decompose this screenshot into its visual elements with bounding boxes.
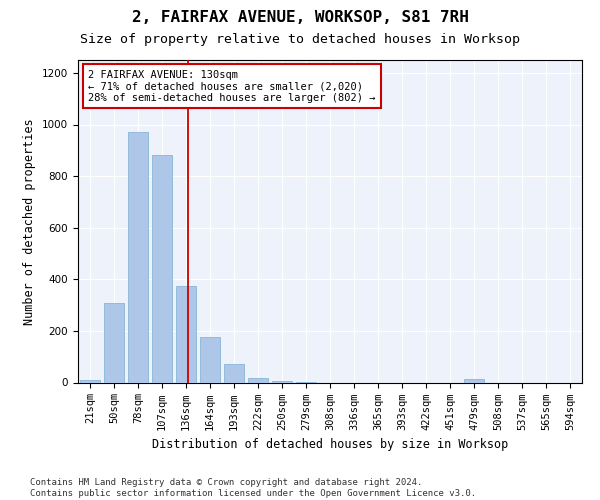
Bar [224,364,244,382]
Bar [248,378,268,382]
Text: 2, FAIRFAX AVENUE, WORKSOP, S81 7RH: 2, FAIRFAX AVENUE, WORKSOP, S81 7RH [131,10,469,25]
Text: Size of property relative to detached houses in Worksop: Size of property relative to detached ho… [80,32,520,46]
X-axis label: Distribution of detached houses by size in Worksop: Distribution of detached houses by size … [152,438,508,451]
Bar [200,338,220,382]
Text: 2 FAIRFAX AVENUE: 130sqm
← 71% of detached houses are smaller (2,020)
28% of sem: 2 FAIRFAX AVENUE: 130sqm ← 71% of detach… [88,70,376,103]
Bar [272,381,292,382]
Bar [176,286,196,382]
Bar [80,380,100,382]
Bar [464,380,484,382]
Text: Contains HM Land Registry data © Crown copyright and database right 2024.
Contai: Contains HM Land Registry data © Crown c… [30,478,476,498]
Bar [104,302,124,382]
Bar [128,132,148,382]
Y-axis label: Number of detached properties: Number of detached properties [23,118,37,324]
Bar [152,156,172,382]
